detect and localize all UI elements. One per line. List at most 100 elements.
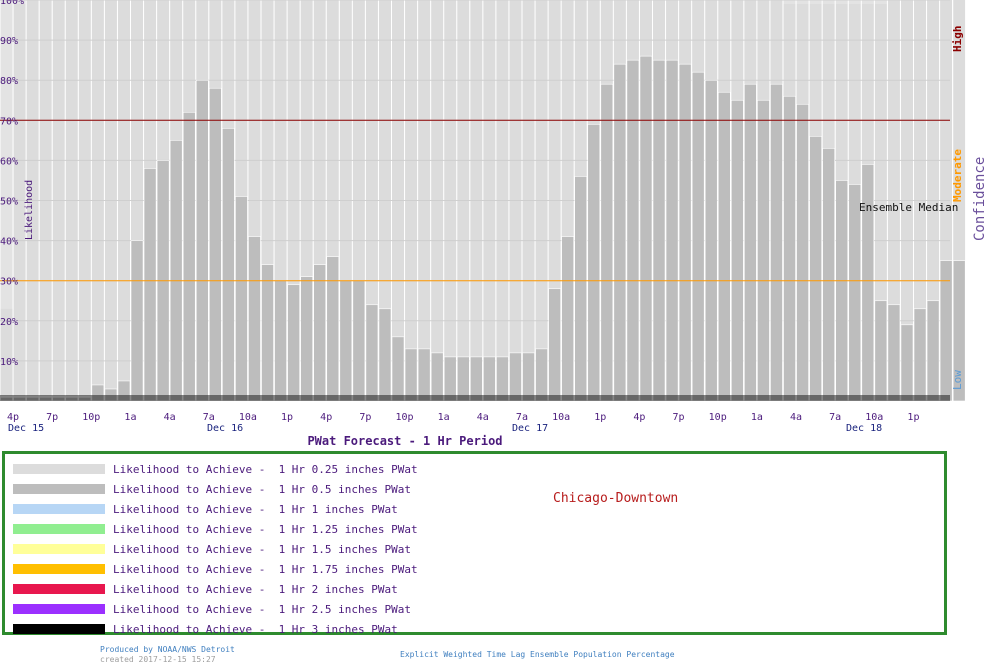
bar-05 xyxy=(887,304,901,402)
legend-swatch xyxy=(13,484,105,494)
x-tick-label: 10a xyxy=(865,412,883,423)
bar-05 xyxy=(522,352,535,402)
x-tick-label: 1a xyxy=(438,412,450,423)
bar-05 xyxy=(104,388,118,402)
bar-05 xyxy=(130,240,144,402)
produced-by-text: Produced by NOAA/NWS Detroit xyxy=(100,645,235,654)
y-tick-label: 80% xyxy=(0,76,18,87)
bar-05 xyxy=(430,352,444,402)
legend-item: Likelihood to Achieve - 1 Hr 0.25 inches… xyxy=(13,461,418,477)
plot-area xyxy=(0,0,967,402)
y-tick-label: 90% xyxy=(0,36,18,47)
bar-05 xyxy=(626,59,640,402)
x-tick-label: 4p xyxy=(7,412,19,423)
y-tick-label: 10% xyxy=(0,357,18,368)
legend-item: Likelihood to Achieve - 1 Hr 2 inches PW… xyxy=(13,581,398,597)
y-tick-label: 30% xyxy=(0,277,18,288)
legend-item: Likelihood to Achieve - 1 Hr 1.25 inches… xyxy=(13,521,418,537)
y-tick-label: 20% xyxy=(0,317,18,328)
legend-swatch xyxy=(13,564,105,574)
created-timestamp: created 2017-12-15 15:27 xyxy=(100,655,216,664)
x-tick-label: 1p xyxy=(907,412,919,423)
bar-05 xyxy=(822,148,836,402)
bar-05 xyxy=(456,356,470,402)
x-tick-label: 4p xyxy=(320,412,332,423)
bar-025 xyxy=(13,4,26,401)
x-tick-label: 4p xyxy=(633,412,645,423)
y-tick-label: 40% xyxy=(0,237,18,248)
legend-label: Likelihood to Achieve - 1 Hr 1.25 inches… xyxy=(113,522,418,536)
bar-05 xyxy=(222,128,235,402)
bar-05 xyxy=(182,111,196,402)
bar-05 xyxy=(717,91,731,402)
bar-05 xyxy=(261,264,274,402)
date-label: Dec 18 xyxy=(846,423,882,434)
date-label: Dec 15 xyxy=(8,423,44,434)
x-tick-label: 7a xyxy=(829,412,841,423)
confidence-axis-label: Confidence xyxy=(972,157,988,241)
legend-item: Likelihood to Achieve - 1 Hr 1 inches PW… xyxy=(13,501,398,517)
bar-05 xyxy=(39,396,53,402)
chart: 10% 20% 30% 40% 50% 60% 70% 80% 90% 100% Likelihoo… xyxy=(0,0,988,448)
bar-05 xyxy=(848,184,862,402)
x-tick-label: 10p xyxy=(709,412,727,423)
legend-item: Likelihood to Achieve - 1 Hr 0.5 inches … xyxy=(13,481,411,497)
bar-05 xyxy=(913,308,927,402)
bar-05 xyxy=(0,396,13,402)
x-tick-label: 7p xyxy=(359,412,371,423)
bar-05 xyxy=(352,280,366,402)
legend-label: Likelihood to Achieve - 1 Hr 0.5 inches … xyxy=(113,482,412,496)
bar-05 xyxy=(509,352,522,402)
x-tick-label: 4a xyxy=(790,412,802,423)
legend-item: Likelihood to Achieve - 1 Hr 3 inches PW… xyxy=(13,621,398,637)
x-tick-label: 4a xyxy=(164,412,176,423)
confidence-low-label: Low xyxy=(951,370,964,390)
bar-05 xyxy=(691,71,705,402)
bar-05 xyxy=(26,396,39,402)
x-tick-label: 10a xyxy=(552,412,570,423)
bar-05 xyxy=(574,176,588,402)
bar-05 xyxy=(744,83,757,402)
bar-05 xyxy=(274,280,287,402)
confidence-moderate-label: Moderate xyxy=(951,149,964,202)
bar-05 xyxy=(874,300,888,402)
legend-label: Likelihood to Achieve - 1 Hr 3 inches PW… xyxy=(113,622,398,636)
bar-05 xyxy=(704,79,718,402)
bar-05 xyxy=(143,168,157,402)
bar-05 xyxy=(326,256,340,402)
y-tick-label: 50% xyxy=(0,197,18,208)
bar-05 xyxy=(861,164,875,402)
bar-05 xyxy=(78,396,92,402)
legend-swatch xyxy=(13,584,105,594)
x-tick-label: 4a xyxy=(477,412,489,423)
legend-swatch xyxy=(13,504,105,514)
bar-05 xyxy=(770,83,783,402)
legend-label: Likelihood to Achieve - 1 Hr 1 inches PW… xyxy=(113,502,398,516)
bar-05 xyxy=(313,264,327,402)
x-tick-label: 1a xyxy=(751,412,763,423)
x-tick-label: 7a xyxy=(516,412,528,423)
x-tick-label: 7p xyxy=(673,412,685,423)
bar-05 xyxy=(587,124,601,402)
legend-swatch xyxy=(13,544,105,554)
legend-label: Likelihood to Achieve - 1 Hr 0.25 inches… xyxy=(113,462,418,476)
bar-05 xyxy=(600,83,614,402)
legend-label: Likelihood to Achieve - 1 Hr 1.5 inches … xyxy=(113,542,412,556)
x-tick-label: 1p xyxy=(594,412,606,423)
y-axis-label: Likelihood xyxy=(24,180,35,240)
method-text: Explicit Weighted Time Lag Ensemble Popu… xyxy=(400,650,675,659)
x-tick-label: 10p xyxy=(82,412,100,423)
date-label: Dec 17 xyxy=(512,423,548,434)
bar-05 xyxy=(561,236,575,402)
bar-05 xyxy=(443,356,457,402)
bar-05 xyxy=(209,87,222,402)
bar-05 xyxy=(169,140,183,402)
bar-05 xyxy=(404,348,418,402)
bar-05 xyxy=(65,396,79,402)
bar-05 xyxy=(287,284,300,402)
bar-05 xyxy=(496,356,509,402)
x-tick-label: 7a xyxy=(203,412,215,423)
bar-05 xyxy=(417,348,431,402)
bar-05 xyxy=(235,196,248,402)
legend-swatch xyxy=(13,524,105,534)
